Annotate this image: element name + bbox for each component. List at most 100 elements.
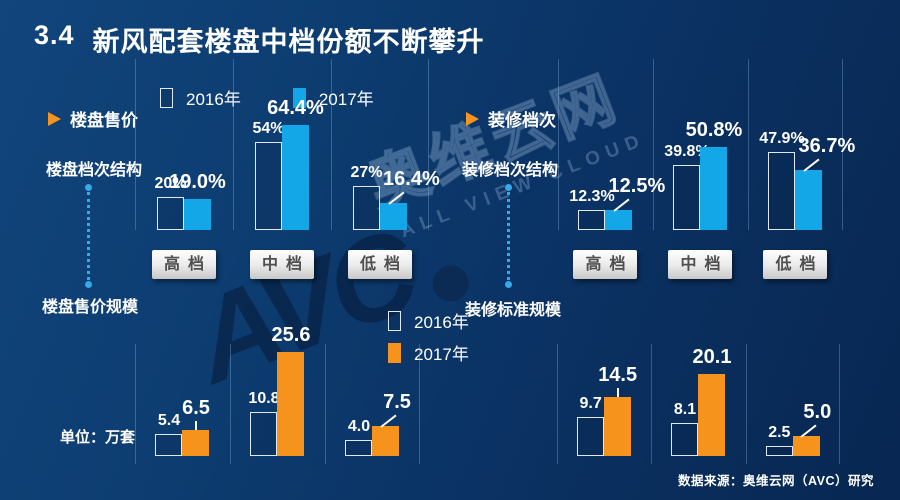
value-label: 7.5 bbox=[383, 391, 411, 413]
bar-2016: 12.3% bbox=[569, 189, 615, 230]
separator-line bbox=[651, 344, 653, 464]
separator-line bbox=[558, 59, 559, 230]
label-building-price-scale: 楼盘售价规模 bbox=[42, 299, 139, 316]
value-label: 12.3% bbox=[569, 188, 615, 205]
value-label: 8.1 bbox=[673, 401, 697, 418]
legend-label-2016: 2016年 bbox=[186, 90, 241, 109]
section-marker-label: 装修档次 bbox=[488, 111, 556, 130]
category-label-中档: 中档 bbox=[249, 250, 314, 279]
label-decoration-grade-structure: 装修档次结构 bbox=[462, 162, 559, 179]
legend-top: 2016年 2017年 bbox=[160, 85, 374, 110]
bar-2017: 16.4% bbox=[379, 169, 440, 230]
chart-building-price-structure: 20% 19.0% 高档 54% 64.4% 中档 27% 16.4% 低档 bbox=[135, 59, 440, 279]
separator-line bbox=[748, 59, 749, 230]
bar-2016: 10.8 bbox=[248, 391, 280, 456]
legend-swatch-2017-icon bbox=[292, 87, 306, 108]
label-decoration-standard-scale: 装修标准规模 bbox=[465, 302, 562, 319]
legend-item-2017: 2017年 bbox=[292, 85, 374, 110]
value-label: 16.4% bbox=[383, 168, 440, 190]
bar-group-低档: 27% 16.4% 低档 bbox=[331, 65, 440, 279]
value-label: 20% bbox=[154, 175, 187, 192]
separator-line bbox=[557, 344, 558, 464]
value-label: 5.4 bbox=[157, 412, 181, 429]
bar-2017: 36.7% bbox=[795, 136, 855, 230]
category-label-低档: 低档 bbox=[347, 250, 412, 279]
value-label: 19.0% bbox=[169, 171, 226, 193]
value-label: 25.6 bbox=[271, 324, 311, 346]
title-number: 3.4 bbox=[34, 20, 75, 50]
category-label-中档: 中档 bbox=[668, 250, 733, 279]
legend-swatch-2017-icon bbox=[388, 342, 401, 363]
bar-group-中档: 10.8 25.6 bbox=[230, 325, 325, 456]
bar-2017: 5.0 bbox=[792, 402, 831, 456]
legend-label-2016: 2016年 bbox=[414, 313, 469, 332]
value-label: 20.1 bbox=[692, 346, 732, 368]
separator-line bbox=[233, 59, 234, 230]
category-label-高档: 高档 bbox=[151, 250, 216, 279]
value-label: 54% bbox=[252, 120, 285, 137]
bar-2016: 5.4 bbox=[155, 413, 183, 456]
triangle-marker-icon bbox=[466, 111, 479, 126]
bar-group-中档: 39.8% 50.8% 中档 bbox=[653, 65, 748, 279]
bar-group-中档: 54% 64.4% 中档 bbox=[233, 65, 331, 279]
legend-item-2016: 2016年 bbox=[160, 85, 241, 110]
value-label: 47.9% bbox=[759, 130, 805, 147]
separator-line bbox=[135, 344, 136, 464]
dotted-guide-line-right bbox=[505, 184, 512, 288]
bar-group-高档: 9.7 14.5 bbox=[557, 330, 651, 456]
value-label: 14.5 bbox=[598, 364, 638, 386]
value-label: 2.5 bbox=[768, 424, 791, 441]
bar-2017: 25.6 bbox=[272, 325, 310, 456]
bar-2016: 27% bbox=[350, 165, 383, 230]
chart-building-price-scale: 5.4 6.5 10.8 25.6 4.0 7.5 bbox=[135, 325, 420, 464]
separator-line bbox=[331, 59, 332, 230]
chart-decoration-standard-scale: 9.7 14.5 8.1 20.1 2.5 5.0 bbox=[557, 330, 840, 464]
separator-line bbox=[653, 59, 654, 230]
value-label: 64.4% bbox=[267, 97, 324, 119]
bar-group-中档: 8.1 20.1 bbox=[651, 330, 745, 456]
bar-2017: 64.4% bbox=[267, 98, 324, 230]
value-label: 50.8% bbox=[685, 119, 743, 141]
callout-line bbox=[803, 158, 820, 172]
value-label: 10.8 bbox=[248, 390, 280, 407]
category-label-低档: 低档 bbox=[763, 250, 828, 279]
page-title: 3.4 新风配套楼盘中档份额不断攀升 bbox=[34, 20, 485, 59]
separator-line bbox=[842, 59, 843, 230]
section-marker-decoration-grade: 装修档次 bbox=[466, 106, 556, 131]
bar-group-低档: 4.0 7.5 bbox=[325, 330, 420, 456]
legend-item-2017: 2017年 bbox=[388, 340, 469, 365]
separator-line bbox=[325, 344, 326, 464]
callout-line bbox=[800, 424, 818, 438]
bar-2016: 4.0 bbox=[345, 419, 373, 456]
bar-2016: 20% bbox=[154, 176, 187, 230]
chart-decoration-grade-structure: 12.3% 12.5% 高档 39.8% 50.8% 中档 47.9% 36.7% 低档 bbox=[558, 59, 855, 279]
callout-line bbox=[194, 421, 197, 430]
value-label: 9.7 bbox=[579, 395, 602, 412]
value-label: 39.8% bbox=[664, 143, 710, 160]
separator-line bbox=[419, 344, 420, 464]
value-label: 36.7% bbox=[798, 135, 856, 157]
value-label: 4.0 bbox=[347, 418, 371, 435]
bar-2016: 8.1 bbox=[671, 402, 699, 456]
bar-2017: 12.5% bbox=[605, 176, 665, 230]
separator-line bbox=[745, 344, 747, 464]
triangle-marker-icon bbox=[48, 111, 61, 126]
value-label: 12.5% bbox=[608, 175, 666, 197]
legend-swatch-2016-icon bbox=[160, 87, 173, 108]
separator-line bbox=[135, 59, 136, 230]
legend-bottom: 2016年 2017年 bbox=[388, 308, 469, 365]
section-marker-label: 楼盘售价 bbox=[70, 111, 138, 130]
bar-2017: 14.5 bbox=[598, 365, 637, 456]
bar-2017: 20.1 bbox=[693, 347, 731, 456]
separator-line bbox=[839, 344, 840, 464]
value-label: 5.0 bbox=[803, 401, 832, 423]
bar-2017: 19.0% bbox=[169, 172, 226, 230]
callout-line bbox=[387, 191, 405, 205]
legend-item-2016: 2016年 bbox=[388, 308, 469, 333]
bar-2017: 7.5 bbox=[372, 392, 411, 456]
value-label: 27% bbox=[350, 164, 383, 181]
legend-label-2017: 2017年 bbox=[414, 345, 469, 364]
title-text: 新风配套楼盘中档份额不断攀升 bbox=[92, 27, 485, 57]
bar-2016: 39.8% bbox=[664, 144, 710, 230]
